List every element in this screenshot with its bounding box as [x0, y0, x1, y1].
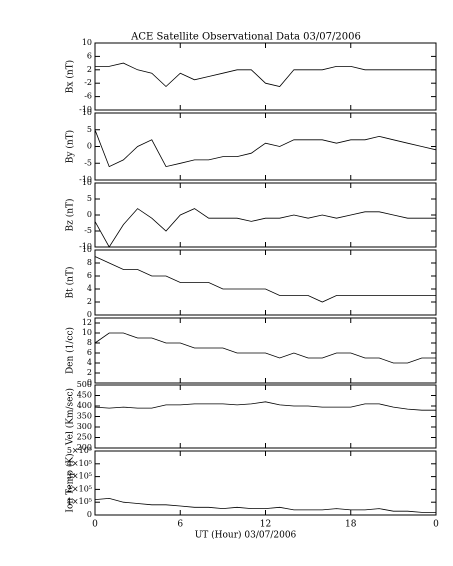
y-tick-label: 4×10⁵ — [67, 459, 92, 468]
panel-frame — [94, 182, 437, 248]
y-tick-label: 200 — [77, 443, 92, 452]
data-line — [94, 497, 436, 513]
y-axis-label: Bz (nT) — [65, 198, 76, 231]
y-tick-label: 10 — [82, 178, 92, 187]
y-axis-label: Den (1/cc) — [65, 327, 76, 374]
y-tick-label: 0 — [87, 210, 92, 219]
y-tick-label: 5×10⁵ — [67, 446, 92, 455]
y-tick-label: 4 — [87, 358, 92, 367]
y-tick-label: 2×10⁵ — [67, 484, 92, 493]
panel-frame — [94, 42, 437, 111]
y-tick-label: 2 — [87, 65, 92, 74]
y-tick-label: 1×10⁵ — [67, 497, 92, 506]
y-tick-label: 10 — [82, 38, 92, 47]
y-tick-label: -6 — [84, 92, 92, 101]
y-axis-label: By (nT) — [65, 130, 76, 163]
y-axis-label: Bx (nT) — [65, 60, 76, 93]
panel-frame — [94, 450, 437, 516]
y-tick-label: 6 — [87, 348, 92, 357]
panel-frame — [94, 384, 437, 449]
y-tick-label: 8 — [87, 338, 92, 347]
y-tick-label: 300 — [77, 422, 92, 431]
panel-frame — [94, 112, 437, 181]
y-tick-label: 12 — [82, 318, 92, 327]
y-tick-label: 10 — [82, 328, 92, 337]
y-tick-label: 500 — [77, 380, 92, 389]
data-line — [95, 62, 436, 88]
y-tick-label: 10 — [82, 245, 92, 254]
y-tick-label: 0 — [87, 378, 92, 387]
y-tick-label: 0 — [87, 142, 92, 151]
y-axis-label: Vel (Km/sec) — [65, 388, 76, 446]
y-tick-label: 250 — [77, 433, 92, 442]
y-tick-label: 8 — [87, 258, 92, 267]
chart-title: ACE Satellite Observational Data 03/07/2… — [130, 32, 361, 43]
data-line — [94, 256, 436, 303]
y-tick-label: -2 — [84, 78, 92, 87]
y-tick-label: -5 — [84, 226, 92, 235]
y-tick-label: 350 — [77, 412, 92, 421]
data-line — [94, 401, 436, 411]
y-tick-label: 0 — [87, 310, 92, 319]
x-tick-label: 0 — [92, 520, 98, 530]
y-tick-label: 2 — [87, 368, 92, 377]
x-axis-label: UT (Hour) 03/07/2006 — [195, 530, 297, 541]
y-tick-label: 5 — [87, 125, 92, 134]
y-tick-label: 6 — [87, 51, 92, 60]
y-tick-label: -10 — [79, 242, 92, 251]
panel-frame — [94, 249, 437, 316]
data-line — [94, 208, 436, 248]
data-line — [94, 129, 437, 168]
data-line — [94, 332, 436, 364]
y-tick-label: 0 — [87, 510, 92, 519]
y-tick-label: 5 — [87, 194, 92, 203]
y-tick-label: -10 — [79, 105, 92, 114]
y-tick-label: -5 — [84, 158, 92, 167]
x-tick-label: 0 — [433, 520, 439, 530]
y-axis-label: Bt (nT) — [65, 267, 76, 299]
y-tick-label: -10 — [79, 175, 92, 184]
y-tick-label: 450 — [77, 391, 92, 400]
y-tick-label: 10 — [82, 108, 92, 117]
y-tick-label: 6 — [87, 271, 92, 280]
panel-frame — [94, 317, 437, 384]
x-tick-label: 12 — [260, 520, 271, 530]
y-tick-label: 2 — [87, 297, 92, 306]
x-tick-label: 18 — [345, 520, 357, 530]
y-tick-label: 4 — [87, 284, 92, 293]
y-tick-label: 3×10⁵ — [67, 472, 92, 481]
x-tick-label: 6 — [177, 520, 183, 530]
y-tick-label: 400 — [77, 401, 92, 410]
y-axis-label: Ion Temp (K) — [65, 453, 76, 512]
